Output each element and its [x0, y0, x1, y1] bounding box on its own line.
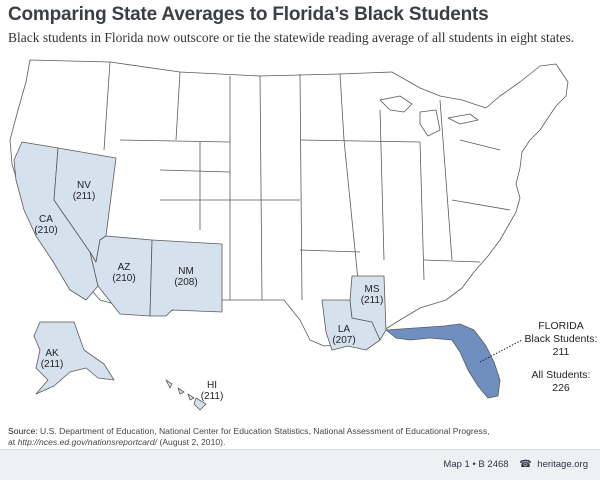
- footer-text: Map 1 • B 2468 ☎ heritage.org: [443, 459, 588, 470]
- map-title: Comparing State Averages to Florida’s Bl…: [8, 4, 489, 25]
- site-link[interactable]: heritage.org: [537, 459, 588, 470]
- label-nm-code: NM: [178, 266, 194, 277]
- label-az-code: AZ: [118, 262, 131, 273]
- label-az-score: (210): [112, 273, 135, 284]
- florida-black-label: Black Students:: [524, 333, 598, 345]
- label-ak-score: (211): [41, 359, 64, 370]
- florida-callout: FLORIDA Black Students: 211 All Students…: [522, 320, 600, 395]
- state-mississippi: [349, 275, 387, 341]
- florida-all-label: All Students:: [531, 369, 591, 381]
- great-lakes: [379, 95, 479, 137]
- source-note: Source: U.S. Department of Education, Na…: [8, 426, 490, 448]
- label-ca-code: CA: [39, 214, 53, 225]
- us-map: NV (211) CA (210) AZ (210) NM (208) MS (…: [9, 59, 569, 411]
- state-florida: [385, 323, 501, 399]
- state-new-mexico: [149, 239, 223, 317]
- map-reference: Map 1 • B 2468: [443, 459, 509, 470]
- label-ak-code: AK: [45, 348, 59, 359]
- label-ca-score: (210): [34, 225, 57, 236]
- florida-leader-line: [479, 339, 523, 363]
- label-ms-code: MS: [365, 284, 380, 295]
- florida-all-value: 226: [552, 382, 570, 394]
- label-hi-code: HI: [207, 380, 217, 391]
- source-text: U.S. Department of Education, National C…: [40, 426, 490, 436]
- label-la-score: (207): [332, 335, 355, 346]
- florida-black-value: 211: [552, 346, 570, 358]
- label-la-code: LA: [338, 324, 351, 335]
- state-alaska: [33, 321, 115, 395]
- label-nm-score: (208): [174, 277, 197, 288]
- source-date: (August 2, 2010).: [159, 437, 226, 447]
- source-url[interactable]: http://nces.ed.gov/nationsreportcard/: [17, 437, 158, 447]
- label-nv-score: (211): [73, 191, 96, 202]
- florida-name: FLORIDA: [538, 320, 584, 332]
- telephone-icon: ☎: [519, 459, 532, 470]
- state-hawaii: [165, 379, 207, 411]
- state-labels: NV (211) CA (210) AZ (210) NM (208) MS (…: [34, 180, 383, 402]
- label-hi-score: (211): [201, 391, 224, 402]
- label-ms-score: (211): [361, 295, 384, 306]
- map-subtitle: Black students in Florida now outscore o…: [8, 30, 575, 45]
- footer-bar: Map 1 • B 2468 ☎ heritage.org: [0, 449, 600, 480]
- label-nv-code: NV: [77, 180, 91, 191]
- source-at: at: [8, 437, 16, 447]
- source-label: Source:: [8, 426, 38, 436]
